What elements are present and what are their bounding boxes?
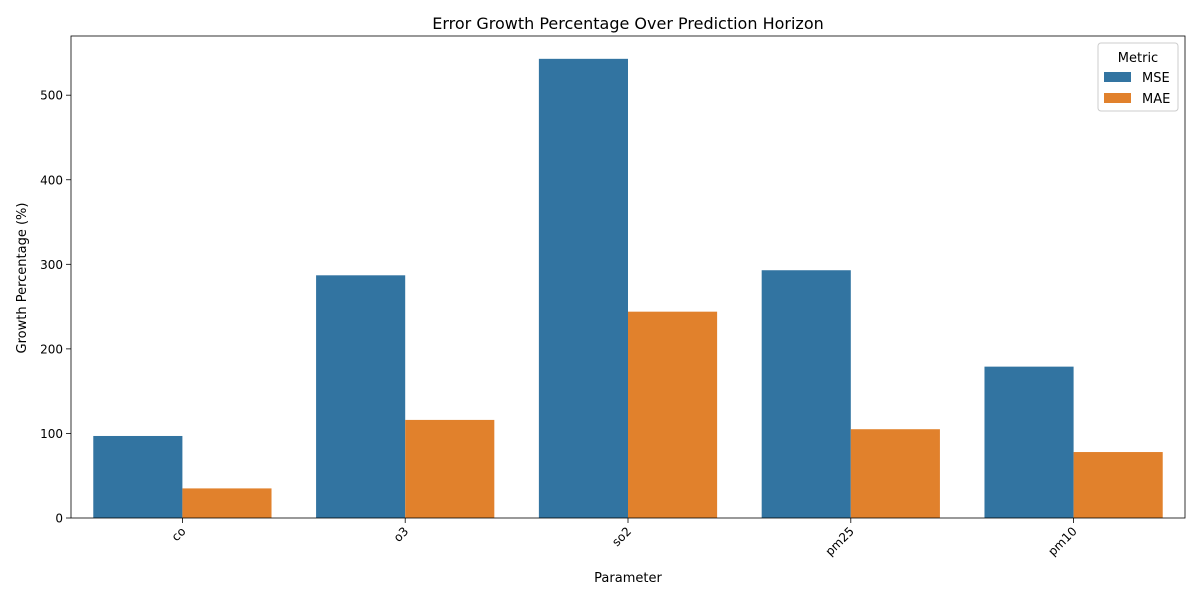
x-tick-label: so2 [609,524,634,549]
bar-mse-pm25 [761,270,851,518]
bar-mse-o3 [316,275,406,518]
bar-mae-co [182,488,272,518]
y-tick-label: 0 [55,512,63,526]
bar-mae-o3 [405,419,495,518]
bar-mae-pm25 [850,429,940,518]
y-tick-label: 100 [40,427,63,441]
y-axis-label: Growth Percentage (%) [15,203,30,354]
legend-label-mse: MSE [1142,71,1170,86]
legend-label-mae: MAE [1142,92,1170,107]
plot-frame [70,35,1186,519]
legend-swatch-mae [1104,93,1131,103]
bar-mae-pm10 [1073,452,1163,518]
bars-layer [93,58,1163,519]
bar-mse-co [93,435,183,518]
x-tick-label: co [169,524,189,544]
legend: Metric MSE MAE [1097,42,1179,112]
x-axis-label: Parameter [594,571,662,586]
y-tick-label: 200 [40,342,63,356]
y-axis: 0 100 200 300 400 500 [40,89,71,526]
x-tick-label: o3 [391,524,411,544]
bar-mse-pm10 [984,366,1074,518]
x-axis: co o3 so2 pm25 pm10 [169,518,1080,559]
legend-title: Metric [1118,51,1158,66]
chart-title: Error Growth Percentage Over Prediction … [432,14,824,33]
y-tick-label: 400 [40,173,63,187]
x-tick-label: pm25 [823,524,857,558]
y-tick-label: 500 [40,89,63,103]
x-tick-label: pm10 [1045,524,1079,558]
bar-mae-so2 [628,311,718,518]
y-tick-label: 300 [40,258,63,272]
legend-swatch-mse [1104,72,1131,82]
bar-mse-so2 [538,58,628,519]
